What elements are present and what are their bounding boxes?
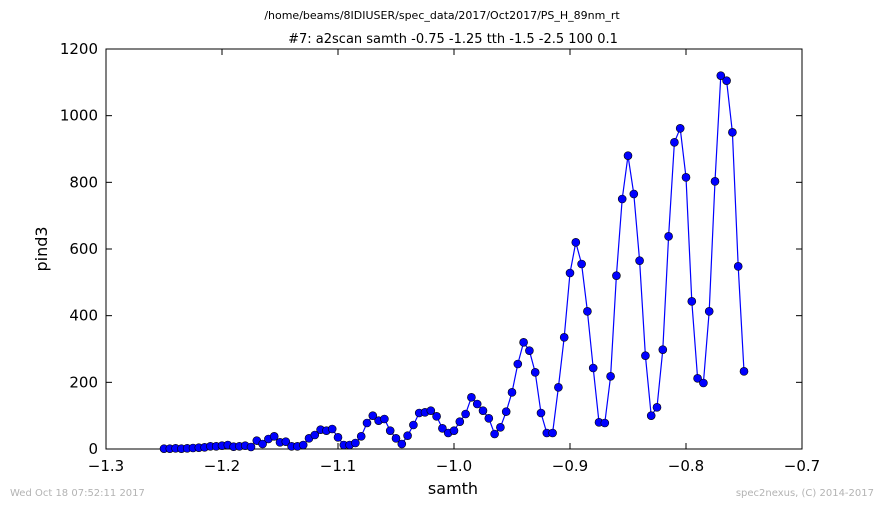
data-point	[368, 411, 378, 420]
data-point	[449, 426, 459, 435]
data-point	[728, 128, 737, 137]
data-point	[362, 418, 372, 428]
data-point	[710, 177, 720, 186]
data-point	[565, 268, 575, 278]
data-point	[333, 433, 343, 442]
data-point	[548, 428, 557, 438]
axes-frame	[105, 48, 803, 450]
figure-suptitle: /home/beams/8IDIUSER/spec_data/2017/Oct2…	[264, 9, 620, 22]
x-tick-label: −1.0	[436, 457, 472, 475]
x-tick-label: −1.2	[204, 457, 240, 475]
data-point	[472, 399, 482, 409]
data-point	[327, 424, 337, 434]
data-point	[484, 414, 494, 423]
x-tick-label: −0.7	[784, 457, 820, 475]
data-point	[246, 442, 256, 452]
series-line	[164, 74, 745, 450]
data-point	[478, 406, 488, 415]
data-point	[496, 423, 505, 432]
data-point	[391, 434, 401, 443]
data-point	[600, 418, 610, 428]
data-point	[258, 439, 267, 449]
data-point	[409, 420, 418, 430]
x-axis-title: samth	[428, 479, 478, 498]
data-point	[351, 438, 360, 448]
data-point	[269, 432, 279, 441]
data-point	[571, 238, 581, 247]
data-point	[687, 297, 697, 306]
data-point	[455, 417, 465, 426]
data-point	[635, 256, 644, 265]
data-point	[716, 71, 726, 80]
y-tick-label: 0	[88, 440, 98, 458]
data-point	[617, 194, 627, 204]
data-point	[281, 437, 291, 446]
data-point	[733, 262, 743, 271]
data-point	[612, 271, 621, 280]
data-point	[356, 432, 366, 441]
data-point	[310, 430, 320, 440]
data-point	[530, 368, 540, 377]
plot-title: #7: a2scan samth -0.75 -1.25 tth -1.5 -2…	[288, 32, 618, 47]
y-tick-label: 1200	[60, 40, 98, 58]
data-point	[467, 393, 476, 402]
data-point	[658, 345, 668, 354]
data-point	[536, 408, 546, 418]
data-point	[693, 374, 702, 383]
y-tick-label: 800	[69, 173, 98, 191]
data-point	[623, 151, 633, 160]
x-tick-label: −0.9	[552, 457, 588, 475]
data-point	[513, 359, 523, 369]
footer-credit: spec2nexus, (C) 2014-2017	[735, 488, 874, 499]
data-point	[554, 383, 563, 392]
data-point	[641, 351, 650, 360]
y-tick-label: 600	[69, 240, 98, 258]
data-point	[432, 412, 441, 421]
x-tick-label: −0.8	[668, 457, 704, 475]
data-point	[646, 411, 656, 420]
data-point	[559, 333, 569, 342]
data-point	[670, 138, 679, 147]
y-tick-label: 1000	[60, 107, 98, 125]
data-point	[380, 414, 389, 424]
data-point	[298, 440, 308, 450]
data-point	[704, 307, 714, 316]
data-point	[397, 439, 407, 449]
data-point	[577, 259, 586, 269]
data-point	[501, 407, 511, 416]
y-axis-title: pind3	[32, 226, 51, 271]
data-point	[606, 372, 615, 381]
data-point	[629, 189, 639, 199]
data-point	[385, 426, 395, 435]
data-point	[588, 363, 598, 373]
data-point	[652, 403, 662, 412]
x-tick-label: −1.3	[88, 457, 124, 475]
y-tick-label: 200	[69, 373, 98, 391]
data-point	[681, 173, 691, 182]
x-tick-label: −1.1	[320, 457, 356, 475]
data-point	[722, 76, 731, 85]
data-point	[507, 388, 517, 397]
data-point	[583, 307, 592, 316]
data-point	[699, 378, 708, 388]
data-point	[675, 124, 685, 133]
data-point	[403, 431, 412, 440]
data-point	[438, 424, 447, 433]
data-point	[525, 346, 534, 355]
data-point	[490, 429, 499, 439]
data-point	[426, 406, 436, 415]
data-point	[461, 409, 470, 419]
plot-area: −1.3 −1.2 −1.1 −1.0 −0.9 −0.8 −0.7 0 200 400 600 80…	[60, 40, 820, 475]
y-tick-label: 400	[69, 307, 98, 325]
data-point	[739, 367, 749, 376]
data-point	[519, 338, 528, 347]
footer-timestamp: Wed Oct 18 07:52:11 2017	[10, 488, 145, 499]
data-point	[664, 232, 673, 241]
